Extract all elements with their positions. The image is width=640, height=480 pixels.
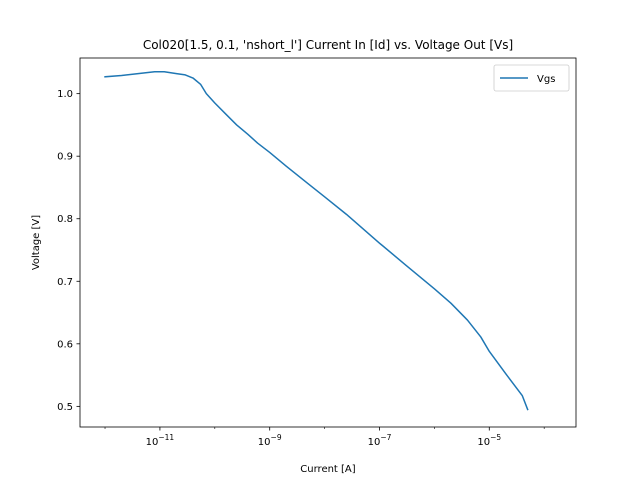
x-axis-label: Current [A] <box>300 464 355 475</box>
x-axis-ticks: 10−11 10−9 10−7 10−5 <box>104 427 545 448</box>
series-line-vgs <box>104 71 529 411</box>
x-tick-label: 10−7 <box>368 433 392 448</box>
y-tick-label: 0.8 <box>57 214 73 225</box>
y-axis-label: Voltage [V] <box>31 215 42 270</box>
y-axis-ticks: 0.5 0.6 0.7 0.8 0.9 1.0 <box>57 89 80 413</box>
legend: Vgs <box>493 64 570 92</box>
chart-title: Col020[1.5, 0.1, 'nshort_l'] Current In … <box>143 38 513 52</box>
y-tick-label: 0.6 <box>57 339 73 350</box>
legend-label-vgs: Vgs <box>537 74 555 85</box>
legend-box <box>493 64 570 92</box>
y-tick-label: 0.9 <box>57 152 73 163</box>
x-tick-label: 10−5 <box>477 433 501 448</box>
x-tick-label: 10−9 <box>258 433 282 448</box>
x-tick-label: 10−11 <box>146 433 175 448</box>
y-tick-label: 0.5 <box>57 402 73 413</box>
plot-area <box>79 57 577 428</box>
y-tick-label: 1.0 <box>57 89 73 100</box>
y-tick-label: 0.7 <box>57 277 73 288</box>
